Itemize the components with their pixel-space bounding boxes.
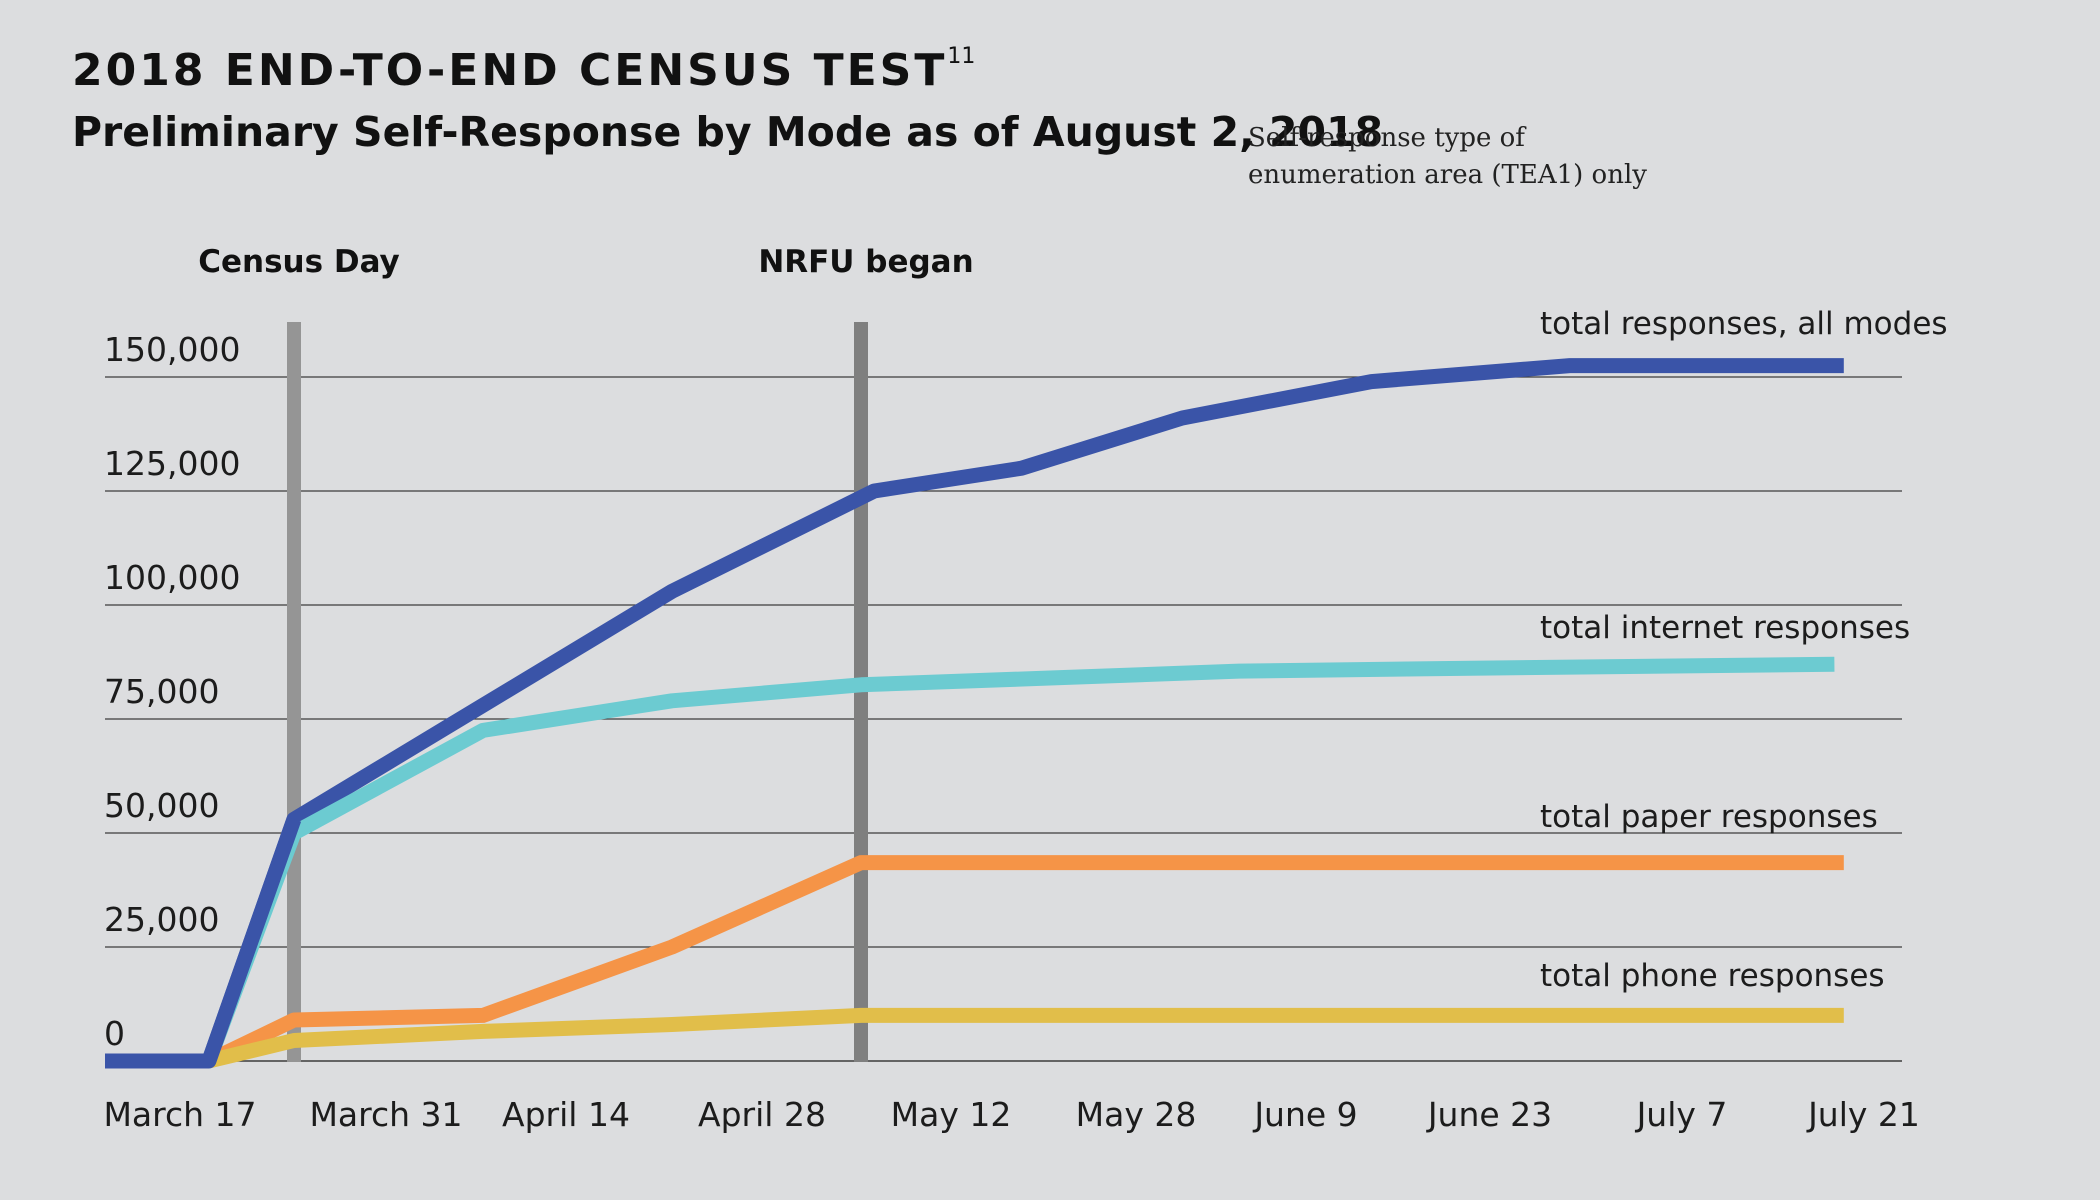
- title-footnote: 11: [947, 44, 976, 69]
- x-tick-label-april-14: April 14: [502, 1095, 630, 1134]
- x-tick-label-july-7: July 7: [1635, 1095, 1728, 1134]
- y-tick-label-125-000: 125,000: [104, 444, 240, 483]
- x-tick-label-may-12: May 12: [891, 1095, 1012, 1134]
- chart-subtitle: Preliminary Self-Response by Mode as of …: [72, 108, 1384, 156]
- series-line-total-paper-responses: [205, 855, 1844, 1068]
- x-tick-label-april-28: April 28: [698, 1095, 826, 1134]
- x-tick-label-june-23: June 23: [1426, 1095, 1552, 1134]
- x-tick-label-march-31: March 31: [309, 1095, 462, 1134]
- x-tick-label-july-21: July 21: [1806, 1095, 1920, 1134]
- y-tick-label-75-000: 75,000: [104, 672, 219, 711]
- chart-title: 2018 END-TO-END CENSUS TEST11: [72, 44, 975, 96]
- series-line-overlay-total-responses-all-modes: [105, 816, 302, 1069]
- chart-note-line-2: enumeration area (TEA1) only: [1248, 160, 1647, 190]
- marker-label-census-day: Census Day: [198, 244, 400, 280]
- y-tick-label-100-000: 100,000: [104, 558, 240, 597]
- series-line-total-phone-responses: [207, 1007, 1844, 1069]
- chart-note-line-1: Self-response type of: [1248, 123, 1525, 153]
- x-tick-label-may-28: May 28: [1076, 1095, 1197, 1134]
- series-line-total-responses-all-modes: [105, 358, 1844, 1069]
- series-label-total-internet-responses: total internet responses: [1540, 610, 1910, 646]
- chart-title-text: 2018 END-TO-END CENSUS TEST: [72, 45, 948, 96]
- y-tick-label-0: 0: [104, 1014, 125, 1053]
- marker-label-nrfu-began: NRFU began: [758, 244, 973, 280]
- series-label-total-responses-all-modes: total responses, all modes: [1540, 306, 1948, 342]
- chart-note: Self-response type of enumeration area (…: [1248, 120, 1647, 194]
- x-tick-label-june-9: June 9: [1252, 1095, 1357, 1134]
- y-tick-label-50-000: 50,000: [104, 786, 219, 825]
- y-tick-label-25-000: 25,000: [104, 900, 219, 939]
- y-tick-label-150-000: 150,000: [104, 330, 240, 369]
- series-label-total-paper-responses: total paper responses: [1540, 799, 1878, 835]
- x-tick-label-march-17: March 17: [103, 1095, 256, 1134]
- series-label-total-phone-responses: total phone responses: [1540, 958, 1885, 994]
